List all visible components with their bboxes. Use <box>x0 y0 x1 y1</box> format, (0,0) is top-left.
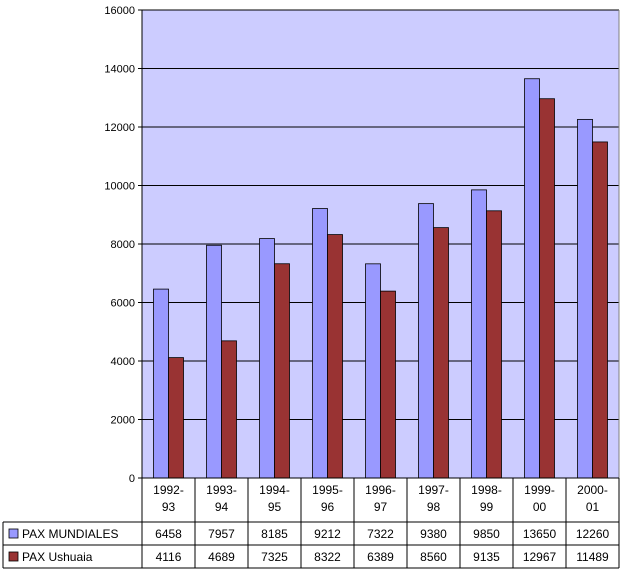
bar-pax-mundiales <box>471 189 487 479</box>
series-name: PAX Ushuaia <box>22 550 93 564</box>
y-tick-label: 6000 <box>111 298 135 310</box>
bar-pax-mundiales <box>312 208 328 479</box>
bar-pax-mundiales <box>418 203 434 479</box>
bar-pax-ushuaia <box>539 98 555 479</box>
category-label: 97 <box>374 500 388 514</box>
bar-pax-ushuaia <box>592 141 608 479</box>
category-label: 96 <box>321 500 335 514</box>
y-tick-label: 14000 <box>104 64 135 76</box>
category-label: 01 <box>586 500 600 514</box>
data-label: 8185 <box>261 527 288 541</box>
data-label: 6458 <box>155 527 182 541</box>
category-label: 94 <box>215 500 229 514</box>
data-label: 7957 <box>208 527 235 541</box>
data-label: 7325 <box>261 550 288 564</box>
bar-pax-ushuaia <box>168 357 184 479</box>
y-tick-label: 4000 <box>111 356 135 368</box>
category-label: 98 <box>427 500 441 514</box>
data-label: 12967 <box>523 550 557 564</box>
category-label: 1993- <box>206 483 237 497</box>
bar-pax-mundiales <box>365 263 381 479</box>
y-tick-label: 0 <box>129 473 135 485</box>
category-label: 1995- <box>312 483 343 497</box>
y-axis-ticks: 0 2000 4000 6000 8000 10000 12000 14000 16000 <box>104 5 142 485</box>
data-label: 9850 <box>473 527 500 541</box>
legend-swatch <box>8 528 19 539</box>
bar-pax-ushuaia <box>274 263 290 479</box>
y-tick-label: 10000 <box>104 181 135 193</box>
bar-pax-mundiales <box>206 244 222 479</box>
data-table: 1992- 93 1993- 94 1994- 95 1995- 96 1996- 97 1997-… <box>2 477 620 569</box>
category-label: 1997- <box>418 483 449 497</box>
category-label: 93 <box>162 500 176 514</box>
data-label: 6389 <box>367 550 394 564</box>
data-label: 8560 <box>420 550 447 564</box>
y-tick-label: 2000 <box>111 415 135 427</box>
category-label: 1992- <box>153 483 184 497</box>
bar-pax-mundiales <box>153 288 169 479</box>
y-tick-label: 8000 <box>111 239 135 251</box>
data-label: 13650 <box>523 527 557 541</box>
bar-pax-ushuaia <box>433 227 449 479</box>
category-label: 00 <box>533 500 547 514</box>
bar-pax-ushuaia <box>327 234 343 479</box>
category-label: 2000- <box>577 483 608 497</box>
data-label: 7322 <box>367 527 394 541</box>
y-tick-label: 16000 <box>104 5 135 17</box>
bar-pax-ushuaia <box>221 340 237 479</box>
bar-pax-ushuaia <box>380 290 396 479</box>
category-label: 1996- <box>365 483 396 497</box>
data-label: 9380 <box>420 527 447 541</box>
bar-pax-ushuaia <box>486 210 502 479</box>
category-label: 1994- <box>259 483 290 497</box>
category-label: 1998- <box>471 483 502 497</box>
data-label: 4116 <box>156 550 182 564</box>
series-name: PAX MUNDIALES <box>22 527 118 541</box>
data-label: 9212 <box>314 527 341 541</box>
y-tick-label: 12000 <box>104 122 135 134</box>
data-label: 12260 <box>576 527 610 541</box>
legend-swatch <box>8 551 19 562</box>
bar-pax-mundiales <box>524 78 540 479</box>
category-label: 95 <box>268 500 282 514</box>
data-label: 8322 <box>314 550 341 564</box>
data-label: 9135 <box>473 550 500 564</box>
category-label: 99 <box>480 500 494 514</box>
bar-pax-mundiales <box>259 238 275 479</box>
data-label: 4689 <box>208 550 235 564</box>
data-label: 11489 <box>576 550 609 564</box>
category-label: 1999- <box>524 483 555 497</box>
bar-pax-mundiales <box>577 118 593 479</box>
